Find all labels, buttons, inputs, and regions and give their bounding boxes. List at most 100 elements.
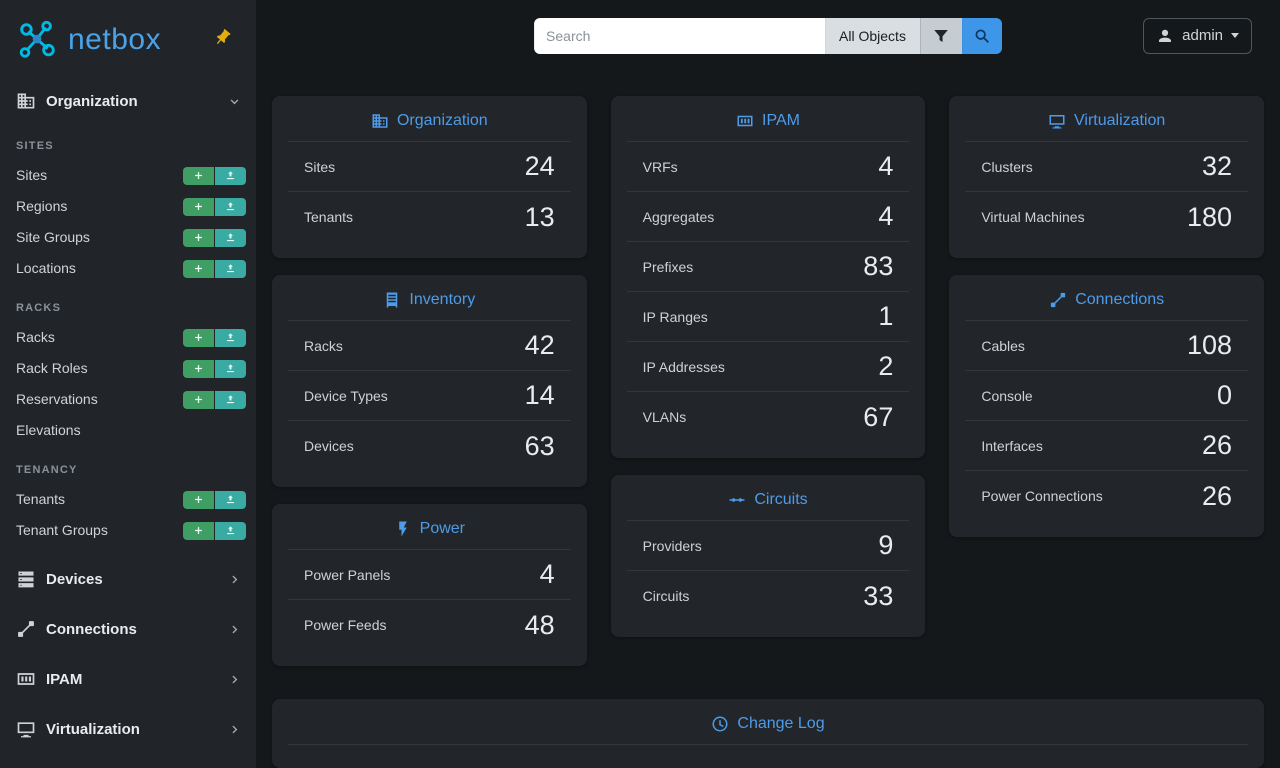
stat-label[interactable]: Interfaces bbox=[981, 437, 1043, 454]
sidebar-item-link[interactable]: Rack Roles bbox=[16, 360, 88, 376]
stat-value[interactable]: 13 bbox=[524, 201, 555, 232]
import-button[interactable] bbox=[215, 259, 246, 278]
stat-value[interactable]: 26 bbox=[1201, 480, 1233, 511]
stat-value[interactable]: 26 bbox=[1201, 430, 1233, 460]
stat-row: Aggregates 4 bbox=[626, 192, 910, 242]
import-button[interactable] bbox=[215, 490, 246, 509]
stat-label[interactable]: IP Ranges bbox=[642, 308, 708, 325]
import-button[interactable] bbox=[215, 390, 246, 409]
stat-value[interactable]: 48 bbox=[524, 609, 555, 640]
sidebar-section-organization[interactable]: Organization bbox=[0, 80, 256, 122]
stat-value[interactable]: 4 bbox=[539, 559, 555, 589]
stat-label[interactable]: Sites bbox=[304, 158, 336, 175]
stat-value[interactable]: 42 bbox=[524, 330, 555, 360]
changelog-title-link[interactable]: Change Log bbox=[288, 715, 1248, 745]
sidebar-item-link[interactable]: Site Groups bbox=[16, 229, 90, 245]
stat-value[interactable]: 32 bbox=[1201, 151, 1233, 181]
sidebar-item-link[interactable]: Reservations bbox=[16, 391, 98, 407]
import-button[interactable] bbox=[215, 521, 246, 540]
add-button[interactable] bbox=[183, 390, 214, 409]
stat-value[interactable]: 83 bbox=[863, 251, 894, 281]
import-button[interactable] bbox=[215, 228, 246, 247]
stat-label[interactable]: Tenants bbox=[304, 209, 354, 225]
stat-label[interactable]: Racks bbox=[304, 337, 343, 354]
stat-value[interactable]: 0 bbox=[1216, 380, 1233, 410]
stat-value[interactable]: 4 bbox=[878, 151, 894, 181]
main-area: All Objects admin OrganizationSites24Ten… bbox=[256, 0, 1280, 768]
stat-label[interactable]: VRFs bbox=[642, 158, 678, 175]
stat-value[interactable]: 1 bbox=[878, 301, 894, 331]
stat-label[interactable]: Devices bbox=[304, 438, 354, 454]
sidebar-item-link[interactable]: Racks bbox=[16, 329, 55, 345]
stat-row: Providers 9 bbox=[626, 521, 910, 571]
stat-value[interactable]: 9 bbox=[878, 530, 894, 560]
card-title-link[interactable]: Organization bbox=[288, 112, 571, 142]
stat-label[interactable]: Power Connections bbox=[981, 488, 1103, 504]
card-title-text: IPAM bbox=[762, 112, 800, 129]
stat-value[interactable]: 108 bbox=[1186, 330, 1233, 360]
search-input[interactable] bbox=[534, 17, 826, 54]
sidebar-section-connections[interactable]: Connections bbox=[0, 604, 256, 654]
object-type-button[interactable]: All Objects bbox=[825, 17, 920, 54]
search-submit-button[interactable] bbox=[961, 17, 1002, 54]
sidebar-section-devices[interactable]: Devices bbox=[0, 554, 256, 604]
stat-value[interactable]: 67 bbox=[863, 401, 894, 432]
add-button[interactable] bbox=[183, 197, 214, 216]
stat-label[interactable]: VLANs bbox=[642, 409, 687, 425]
card-title-link[interactable]: Virtualization bbox=[965, 112, 1249, 142]
import-button[interactable] bbox=[215, 328, 246, 347]
sidebar-section-label: Virtualization bbox=[46, 720, 140, 738]
card-title-link[interactable]: IPAM bbox=[626, 112, 910, 142]
sidebar-section-virtualization[interactable]: Virtualization bbox=[0, 704, 256, 754]
import-button[interactable] bbox=[215, 166, 246, 185]
stat-label[interactable]: Circuits bbox=[642, 588, 690, 604]
add-button[interactable] bbox=[183, 521, 214, 540]
stat-value[interactable]: 33 bbox=[863, 580, 894, 611]
card-title-link[interactable]: Circuits bbox=[626, 491, 910, 521]
import-button[interactable] bbox=[215, 359, 246, 378]
add-button[interactable] bbox=[183, 166, 214, 185]
import-button[interactable] bbox=[215, 197, 246, 216]
stat-label[interactable]: Power Panels bbox=[304, 566, 391, 583]
dashboard-card-power: Power Power Panels 4 Power Feeds 48 bbox=[272, 504, 587, 666]
stat-label[interactable]: Clusters bbox=[981, 158, 1033, 175]
card-title-link[interactable]: Power bbox=[288, 520, 571, 550]
card-title-link[interactable]: Connections bbox=[965, 291, 1249, 321]
virtualization-icon bbox=[1048, 112, 1066, 130]
stat-value[interactable]: 2 bbox=[878, 351, 894, 381]
add-button[interactable] bbox=[183, 228, 214, 247]
stat-label[interactable]: IP Addresses bbox=[642, 358, 725, 375]
stat-label[interactable]: Cables bbox=[981, 337, 1025, 354]
stat-value[interactable]: 24 bbox=[524, 151, 555, 181]
stat-value[interactable]: 63 bbox=[524, 430, 555, 461]
sidebar-item-link[interactable]: Sites bbox=[16, 167, 48, 183]
add-button[interactable] bbox=[183, 259, 214, 278]
sidebar-item-link[interactable]: Tenant Groups bbox=[16, 522, 108, 538]
add-button[interactable] bbox=[183, 328, 214, 347]
stat-label[interactable]: Virtual Machines bbox=[981, 209, 1085, 225]
add-button[interactable] bbox=[183, 490, 214, 509]
stat-label[interactable]: Power Feeds bbox=[304, 617, 387, 633]
pin-sidebar-icon[interactable] bbox=[213, 28, 232, 47]
add-button[interactable] bbox=[183, 359, 214, 378]
netbox-logo[interactable]: netbox bbox=[12, 17, 161, 63]
stat-label[interactable]: Prefixes bbox=[642, 258, 694, 275]
stat-label[interactable]: Device Types bbox=[304, 387, 388, 404]
stat-label[interactable]: Console bbox=[981, 387, 1033, 404]
dashboard: Organization Sites 24 Tenants 13 Inventory Rac… bbox=[256, 71, 1280, 666]
inventory-icon bbox=[383, 291, 401, 309]
stat-label[interactable]: Aggregates bbox=[642, 208, 715, 225]
user-menu-button[interactable]: admin bbox=[1143, 17, 1252, 54]
stat-value[interactable]: 14 bbox=[524, 380, 555, 410]
stat-value[interactable]: 180 bbox=[1186, 201, 1233, 232]
sidebar-item-link[interactable]: Locations bbox=[16, 260, 76, 276]
sidebar-item-link[interactable]: Tenants bbox=[16, 491, 66, 507]
filter-button[interactable] bbox=[919, 17, 962, 54]
stat-value[interactable]: 4 bbox=[878, 201, 894, 231]
sidebar-item-link[interactable]: Regions bbox=[16, 198, 68, 214]
sidebar-section-ipam[interactable]: IPAM bbox=[0, 654, 256, 704]
card-title-link[interactable]: Inventory bbox=[288, 291, 571, 321]
sidebar-section-label: Connections bbox=[46, 620, 137, 638]
stat-label[interactable]: Providers bbox=[642, 537, 702, 554]
sidebar-item-link[interactable]: Elevations bbox=[16, 422, 81, 438]
